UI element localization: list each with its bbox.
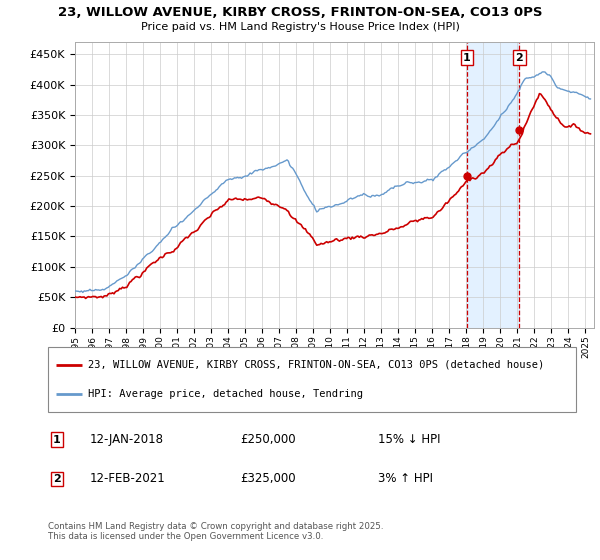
Text: 2: 2 xyxy=(53,474,61,484)
Text: 1: 1 xyxy=(53,435,61,445)
Text: HPI: Average price, detached house, Tendring: HPI: Average price, detached house, Tend… xyxy=(88,389,362,399)
Text: 23, WILLOW AVENUE, KIRBY CROSS, FRINTON-ON-SEA, CO13 0PS (detached house): 23, WILLOW AVENUE, KIRBY CROSS, FRINTON-… xyxy=(88,360,544,370)
Text: 3% ↑ HPI: 3% ↑ HPI xyxy=(378,472,433,486)
Text: 1: 1 xyxy=(463,53,471,63)
Text: 23, WILLOW AVENUE, KIRBY CROSS, FRINTON-ON-SEA, CO13 0PS: 23, WILLOW AVENUE, KIRBY CROSS, FRINTON-… xyxy=(58,6,542,18)
Text: £325,000: £325,000 xyxy=(240,472,296,486)
Text: 12-FEB-2021: 12-FEB-2021 xyxy=(90,472,166,486)
Text: 15% ↓ HPI: 15% ↓ HPI xyxy=(378,433,440,446)
Text: 2: 2 xyxy=(515,53,523,63)
Text: Contains HM Land Registry data © Crown copyright and database right 2025.
This d: Contains HM Land Registry data © Crown c… xyxy=(48,522,383,542)
Text: Price paid vs. HM Land Registry's House Price Index (HPI): Price paid vs. HM Land Registry's House … xyxy=(140,22,460,32)
FancyBboxPatch shape xyxy=(48,347,576,412)
Text: £250,000: £250,000 xyxy=(240,433,296,446)
Bar xyxy=(467,42,520,328)
Text: 12-JAN-2018: 12-JAN-2018 xyxy=(90,433,164,446)
